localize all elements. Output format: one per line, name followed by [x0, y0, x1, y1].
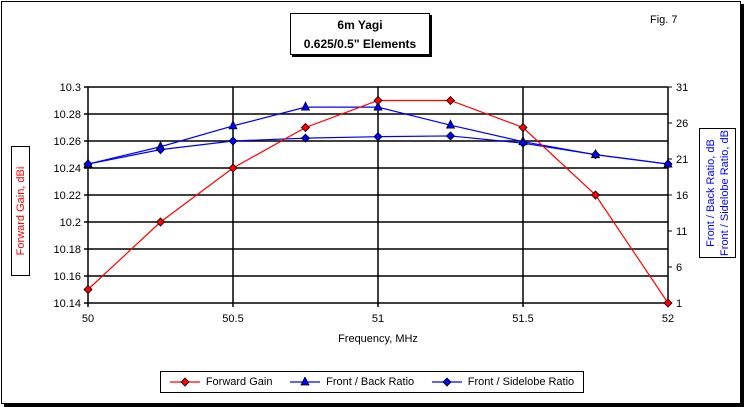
- x-tick-label: 51: [372, 313, 384, 325]
- y-tick-label: 10.28: [53, 109, 81, 121]
- legend-label: Front / Back Ratio: [326, 376, 415, 388]
- figure-label: Fig. 7: [650, 14, 678, 26]
- data-point: [155, 217, 166, 227]
- y-tick-label: 10.18: [53, 244, 81, 256]
- data-point: [373, 95, 383, 106]
- legend-marker: [442, 377, 452, 387]
- data-point: [373, 101, 383, 111]
- y-tick-label: 10.24: [53, 163, 81, 175]
- data-point: [445, 131, 456, 141]
- legend-marker: [300, 377, 310, 386]
- data-point: [83, 284, 93, 295]
- subtitle-line: 0.625/0.5" Elements: [303, 37, 417, 51]
- legend-label: Forward Gain: [205, 376, 273, 388]
- data-point: [663, 159, 673, 169]
- y-tick-label: 10.16: [53, 271, 81, 283]
- data-point: [518, 138, 528, 148]
- data-point: [445, 95, 456, 106]
- data-point: [663, 298, 673, 308]
- y-tick-label: 10.2: [60, 217, 81, 229]
- x-tick-label: 51.5: [512, 313, 533, 325]
- data-point: [300, 101, 311, 111]
- y2-tick-label: 26: [676, 118, 688, 130]
- legend-item: Front / Back Ratio: [290, 376, 414, 388]
- legend-item: Forward Gain: [169, 376, 273, 388]
- data-point: [83, 159, 93, 169]
- x-tick-label: 52: [662, 313, 674, 325]
- legend-label: Front / Sidelobe Ratio: [467, 376, 575, 388]
- y2-tick-label: 21: [676, 154, 688, 166]
- data-point: [445, 119, 456, 129]
- legend-swatch-icon: [431, 377, 462, 387]
- y-tick-label: 10.26: [53, 136, 81, 148]
- data-point: [228, 119, 238, 130]
- legend-item: Front / Sidelobe Ratio: [431, 376, 575, 388]
- y-tick-label: 10.3: [60, 82, 81, 94]
- y2-axis-label-fs: Front / Sidelobe Ratio, dB: [718, 130, 731, 256]
- legend-swatch-icon: [290, 377, 321, 386]
- legend-marker: [180, 377, 190, 387]
- y-axis-label: Forward Gain, dBi: [14, 166, 27, 256]
- y2-tick-label: 31: [676, 82, 688, 94]
- x-tick-label: 50.5: [222, 313, 243, 325]
- legend-swatch-icon: [169, 377, 200, 387]
- x-axis-label: Frequency, MHz: [338, 333, 418, 345]
- y2-axis-label-box: Front / Back Ratio, dB Front / Sidelobe R…: [699, 128, 736, 258]
- chart-title: 6m Yagi 0.625/0.5" Elements: [290, 13, 430, 55]
- y2-tick-label: 16: [676, 190, 688, 202]
- legend: Forward Gain Front / Back Ratio Front / Si…: [160, 371, 584, 393]
- data-point: [300, 122, 311, 133]
- y2-axis-label-fb: Front / Back Ratio, dB: [704, 139, 717, 247]
- data-point: [518, 122, 528, 133]
- data-point: [228, 136, 238, 146]
- y-tick-label: 10.14: [53, 298, 81, 310]
- data-point: [155, 145, 166, 155]
- data-point: [373, 132, 383, 142]
- data-point: [300, 133, 311, 143]
- x-tick-label: 50: [82, 313, 94, 325]
- data-point: [590, 150, 601, 160]
- y2-tick-label: 6: [676, 262, 682, 274]
- data-point: [590, 190, 601, 200]
- y-tick-label: 10.22: [53, 190, 81, 202]
- y2-tick-label: 1: [676, 298, 682, 310]
- data-point: [228, 163, 238, 173]
- title-line: 6m Yagi: [337, 18, 383, 32]
- y2-tick-label: 11: [676, 226, 687, 238]
- y-axis-label-box: Forward Gain, dBi: [11, 146, 30, 276]
